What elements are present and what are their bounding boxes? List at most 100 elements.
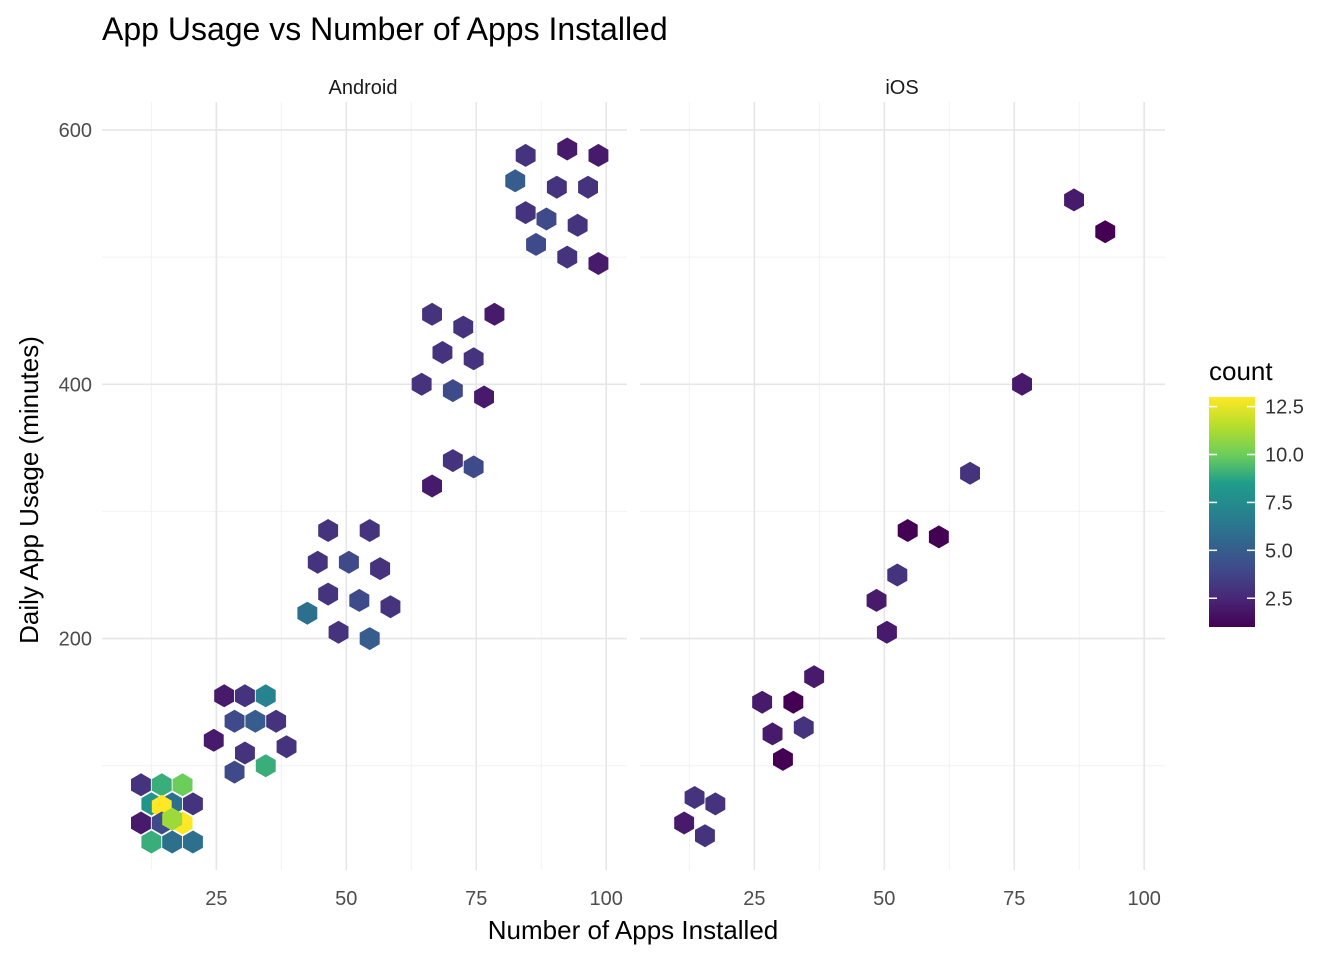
- x-axis-ticks: 25 50 75 100 25 50 75 100: [205, 888, 1161, 910]
- x-tick-label: 100: [1128, 888, 1161, 910]
- x-tick-label: 75: [465, 888, 487, 910]
- hex-bin: [557, 137, 578, 161]
- legend-title: count: [1209, 356, 1273, 386]
- legend-colorbar: [1209, 397, 1255, 627]
- x-tick-label: 100: [590, 888, 623, 910]
- hex-bin: [151, 773, 172, 797]
- hex-bin: [359, 627, 380, 651]
- x-tick-label: 50: [873, 888, 895, 910]
- hex-bin: [557, 245, 578, 269]
- hex-bin: [928, 525, 949, 549]
- hex-bin: [307, 550, 328, 574]
- hex-bin: [536, 207, 557, 231]
- hex-bin: [705, 792, 726, 816]
- hex-bin: [235, 684, 255, 708]
- hex-bin: [695, 824, 715, 848]
- hex-bin: [131, 773, 151, 797]
- hex-bin: [245, 709, 266, 733]
- hex-bin: [804, 665, 825, 689]
- hex-bin: [318, 582, 339, 606]
- y-tick-label: 400: [59, 374, 92, 396]
- hex-bin: [255, 684, 276, 708]
- x-tick-label: 75: [1003, 888, 1025, 910]
- legend: count 2.5 5.0 7.5 10.0 12.5: [1209, 356, 1304, 627]
- hex-bin: [224, 760, 245, 784]
- hex-bin: [783, 690, 804, 714]
- hex-bin: [162, 830, 183, 854]
- hex-bin: [505, 169, 526, 193]
- hex-bin: [674, 811, 695, 835]
- x-tick-label: 50: [335, 888, 357, 910]
- hex-bin: [793, 716, 814, 740]
- x-axis-title: Number of Apps Installed: [488, 915, 779, 945]
- hex-bin: [1095, 220, 1116, 244]
- hex-bin: [442, 379, 463, 403]
- hex-bin: [463, 347, 484, 371]
- y-axis-title: Daily App Usage (minutes): [14, 336, 44, 644]
- hex-bin: [762, 722, 783, 746]
- hex-bin: [484, 302, 505, 326]
- hex-bin: [131, 811, 151, 835]
- gridlines-android: [102, 102, 627, 870]
- hex-bin: [463, 455, 484, 479]
- hex-bin: [578, 175, 598, 199]
- hex-bin: [887, 563, 908, 587]
- y-tick-label: 200: [59, 629, 92, 651]
- hex-bin: [1064, 188, 1084, 212]
- hex-bin: [432, 341, 453, 364]
- hex-bin: [567, 213, 588, 237]
- y-tick-label: 600: [59, 120, 92, 142]
- hex-bin: [773, 747, 793, 771]
- hex-bin: [359, 519, 380, 542]
- hex-bin: [411, 372, 432, 396]
- hex-bin: [183, 830, 203, 854]
- hex-bin: [266, 709, 287, 733]
- panel-label-android: Android: [329, 77, 398, 99]
- hex-bin: [546, 175, 567, 199]
- panel-ios: iOS: [640, 77, 1165, 870]
- hex-bin: [276, 735, 297, 759]
- legend-tick-label: 2.5: [1265, 588, 1293, 610]
- hex-bin: [1012, 372, 1032, 396]
- hex-bin: [422, 474, 442, 498]
- hex-bin: [224, 709, 245, 733]
- hex-bin: [876, 620, 897, 644]
- legend-ticks: 2.5 5.0 7.5 10.0 12.5: [1209, 397, 1304, 610]
- hex-bin: [380, 595, 401, 619]
- legend-tick-label: 5.0: [1265, 540, 1293, 562]
- hex-bin: [588, 252, 609, 275]
- gridlines-ios: [640, 102, 1165, 870]
- hex-bin: [162, 807, 183, 831]
- hexes-ios: [674, 188, 1116, 848]
- hex-bin: [370, 557, 391, 581]
- hex-bin: [866, 588, 887, 612]
- hex-bin: [684, 786, 705, 809]
- hex-bin: [214, 684, 235, 708]
- x-tick-label: 25: [205, 888, 227, 910]
- hex-bin: [338, 550, 359, 574]
- hex-bin: [328, 620, 349, 644]
- hex-bin: [422, 302, 442, 326]
- hex-bin: [297, 601, 318, 625]
- hex-bin: [141, 830, 162, 854]
- hex-bin: [588, 143, 609, 167]
- hex-bin: [235, 741, 255, 765]
- hex-bin: [474, 385, 494, 409]
- hex-bin: [183, 792, 203, 816]
- hex-bin: [526, 232, 546, 256]
- hex-bin: [203, 728, 224, 752]
- hex-bin: [515, 143, 536, 167]
- hex-bin: [752, 690, 773, 714]
- chart-title: App Usage vs Number of Apps Installed: [102, 11, 668, 47]
- hex-bin: [172, 773, 193, 797]
- legend-tick-label: 7.5: [1265, 492, 1293, 514]
- hex-bin: [453, 315, 474, 339]
- hex-bin: [255, 754, 276, 778]
- y-axis-ticks: 200 400 600: [59, 120, 92, 651]
- legend-tick-label: 10.0: [1265, 445, 1304, 467]
- legend-tick-label: 12.5: [1265, 397, 1304, 419]
- hex-bin: [318, 519, 339, 542]
- hexes-android: [131, 137, 609, 854]
- hex-bin: [960, 461, 980, 485]
